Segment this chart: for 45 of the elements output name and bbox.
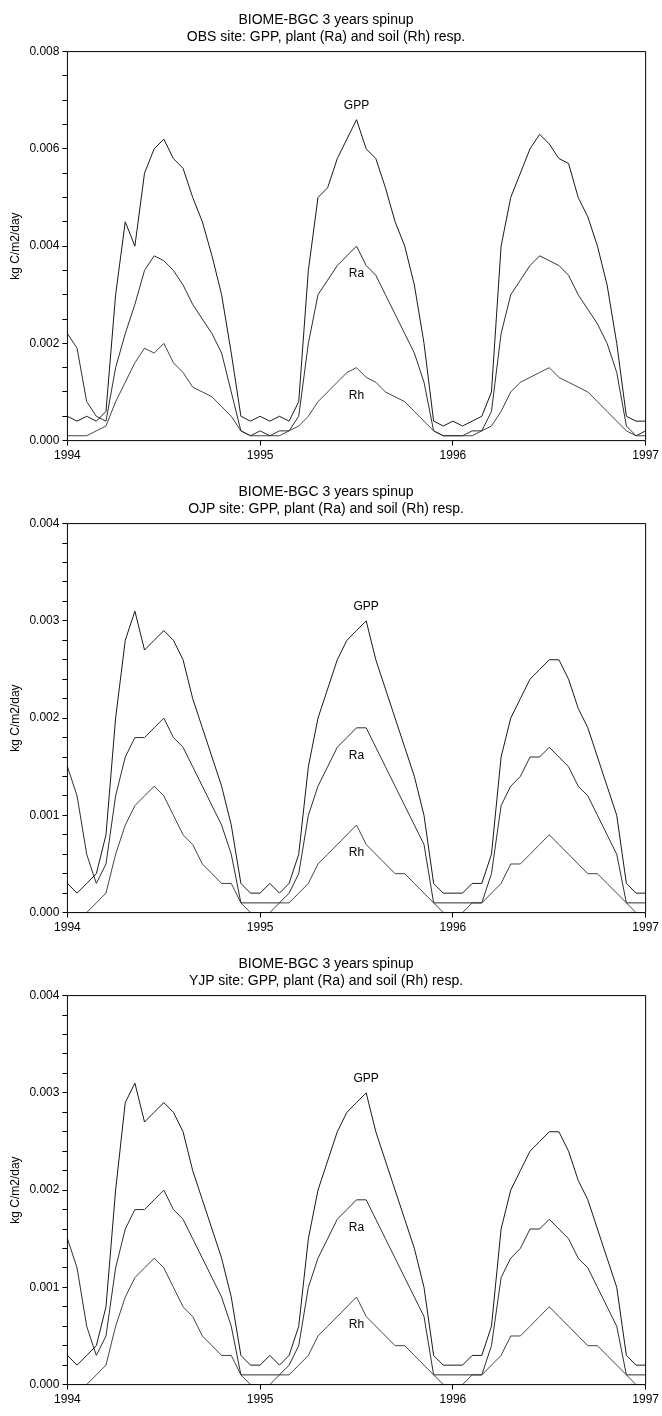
chart-title: BIOME-BGC 3 years spinup [238, 483, 414, 500]
series-label: Ra [348, 1220, 365, 1235]
chart-title: BIOME-BGC 3 years spinup [238, 11, 414, 28]
y-tick-label: 0.000 [29, 432, 60, 447]
x-tick-label: 1996 [439, 920, 467, 935]
y-tick-label: 0.001 [29, 807, 60, 822]
y-tick-label: 0.000 [29, 1376, 60, 1391]
x-tick-label: 1997 [632, 920, 660, 935]
y-tick-label: 0.002 [29, 335, 60, 350]
series-label: Ra [348, 266, 365, 281]
y-axis-title: kg C/m2/day [7, 1156, 22, 1224]
y-tick-label: 0.004 [29, 238, 60, 253]
series-label: GPP [353, 1071, 379, 1086]
y-tick-label: 0.003 [29, 613, 60, 628]
x-tick-label: 1997 [632, 448, 660, 463]
y-tick-label: 0.006 [29, 141, 60, 156]
x-tick-label: 1995 [246, 920, 274, 935]
y-tick-label: 0.003 [29, 1085, 60, 1100]
series-label: Ra [348, 748, 365, 763]
x-tick-label: 1995 [246, 1392, 274, 1407]
x-tick-label: 1996 [439, 448, 467, 463]
chart-subtitle: OBS site: GPP, plant (Ra) and soil (Rh) resp. [186, 28, 466, 45]
y-tick-label: 0.002 [29, 710, 60, 725]
y-tick-label: 0.000 [29, 904, 60, 919]
x-tick-label: 1996 [439, 1392, 467, 1407]
y-tick-label: 0.001 [29, 1279, 60, 1294]
chart-subtitle: OJP site: GPP, plant (Ra) and soil (Rh) resp. [188, 500, 464, 517]
y-tick-label: 0.004 [29, 987, 60, 1002]
series-label: GPP [353, 599, 379, 614]
series-label: Rh [348, 1317, 365, 1332]
x-tick-label: 1994 [54, 920, 82, 935]
chart-title: BIOME-BGC 3 years spinup [238, 955, 414, 972]
chart-subtitle: YJP site: GPP, plant (Ra) and soil (Rh) resp. [188, 972, 464, 989]
y-tick-label: 0.004 [29, 515, 60, 530]
y-axis-title: kg C/m2/day [7, 684, 22, 752]
series-label: Rh [348, 845, 365, 860]
y-tick-label: 0.002 [29, 1182, 60, 1197]
series-label: Rh [348, 387, 365, 402]
x-tick-label: 1994 [54, 448, 82, 463]
series-label: GPP [343, 97, 370, 112]
y-axis-title: kg C/m2/day [7, 212, 22, 280]
y-tick-label: 0.008 [29, 43, 60, 58]
x-tick-label: 1997 [632, 1392, 660, 1407]
x-tick-label: 1994 [54, 1392, 82, 1407]
x-tick-label: 1995 [246, 448, 274, 463]
